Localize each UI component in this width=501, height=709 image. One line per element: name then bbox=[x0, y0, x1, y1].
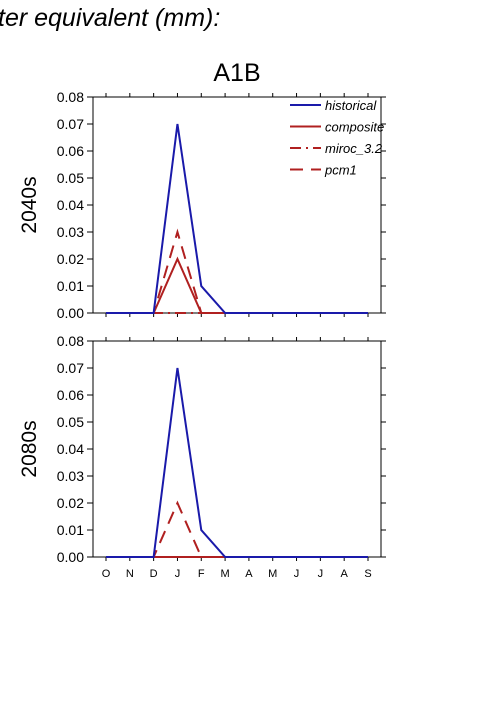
panel-frame-2080s bbox=[92, 340, 382, 558]
y-tick-label: 0.01 bbox=[57, 522, 84, 538]
series-line-composite-2040s bbox=[106, 256, 368, 314]
y-tick-label: 0.00 bbox=[57, 549, 84, 565]
y-tick-label: 0.07 bbox=[57, 360, 84, 376]
x-tick-label: M bbox=[268, 568, 277, 580]
y-tick-label: 0.07 bbox=[57, 116, 84, 132]
y-tick-label: 0.06 bbox=[57, 387, 84, 403]
x-tick-label: M bbox=[221, 568, 230, 580]
x-tick-label: F bbox=[198, 568, 205, 580]
legend-label: miroc_3.2 bbox=[325, 141, 383, 156]
page-title: ter equivalent (mm): bbox=[0, 4, 221, 32]
y-tick-label: 0.08 bbox=[57, 89, 84, 105]
row-label-2040s: 2040s bbox=[18, 176, 41, 233]
x-tick-label: S bbox=[364, 568, 371, 580]
x-tick-label: J bbox=[175, 568, 181, 580]
series-line-pcm1-2040s bbox=[106, 228, 368, 314]
x-tick-label: J bbox=[318, 568, 324, 580]
x-tick-label: D bbox=[150, 568, 158, 580]
y-tick-label: 0.08 bbox=[57, 333, 84, 349]
y-tick-label: 0.05 bbox=[57, 170, 84, 186]
series-line-historical-2080s bbox=[106, 367, 368, 558]
row-label-2080s: 2080s bbox=[18, 420, 41, 477]
y-tick-label: 0.03 bbox=[57, 224, 84, 240]
y-tick-label: 0.01 bbox=[57, 278, 84, 294]
series-line-pcm1-2080s bbox=[106, 500, 368, 558]
series-line-historical-2040s bbox=[106, 123, 368, 314]
x-tick-label: J bbox=[294, 568, 300, 580]
legend-label: historical bbox=[325, 98, 377, 113]
y-tick-label: 0.02 bbox=[57, 495, 84, 511]
y-tick-label: 0.05 bbox=[57, 414, 84, 430]
legend-label: composite bbox=[325, 120, 384, 135]
y-tick-label: 0.00 bbox=[57, 305, 84, 321]
y-tick-label: 0.06 bbox=[57, 143, 84, 159]
x-tick-label: N bbox=[126, 568, 134, 580]
scenario-label: A1B bbox=[213, 59, 260, 87]
x-tick-label: A bbox=[341, 568, 349, 580]
y-tick-label: 0.03 bbox=[57, 468, 84, 484]
y-tick-label: 0.02 bbox=[57, 251, 84, 267]
y-tick-label: 0.04 bbox=[57, 197, 84, 213]
x-tick-label: A bbox=[245, 568, 253, 580]
x-tick-label: O bbox=[102, 568, 111, 580]
legend-label: pcm1 bbox=[324, 163, 357, 178]
y-tick-label: 0.04 bbox=[57, 441, 84, 457]
